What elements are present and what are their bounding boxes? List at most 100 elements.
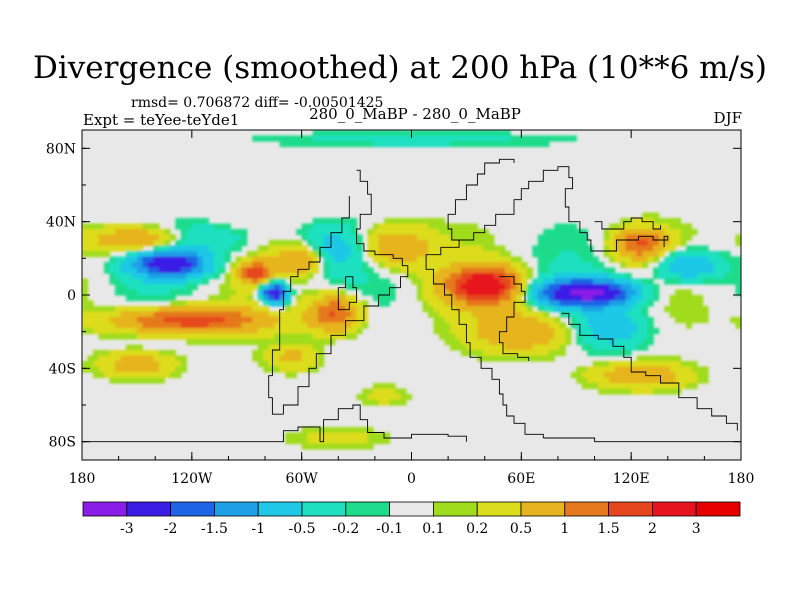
field-cell xyxy=(460,350,468,357)
field-cell xyxy=(411,278,418,285)
field-cell xyxy=(329,300,336,307)
field-cell xyxy=(400,234,407,241)
field-cell xyxy=(565,135,572,142)
field-cell xyxy=(351,317,358,324)
field-cell xyxy=(609,267,616,274)
field-cell xyxy=(356,273,363,280)
field-cell xyxy=(367,245,374,252)
field-cell xyxy=(438,229,446,236)
colorbar-swatch xyxy=(345,501,390,517)
field-cell xyxy=(389,135,396,142)
field-cell xyxy=(537,317,544,324)
field-cell xyxy=(263,339,270,346)
field-cell xyxy=(559,251,566,258)
field-cell xyxy=(647,300,654,307)
field-cell xyxy=(686,267,693,274)
field-cell xyxy=(384,284,391,291)
field-cell xyxy=(351,141,358,148)
field-cell xyxy=(252,135,259,142)
field-cell xyxy=(219,339,226,346)
field-cell xyxy=(592,267,599,274)
field-cell xyxy=(340,295,347,302)
field-cell xyxy=(587,273,594,280)
field-cell xyxy=(416,229,424,236)
field-cell xyxy=(389,388,396,395)
field-cell xyxy=(323,427,330,434)
experiment-label: Expt = teYee-teYde1 xyxy=(83,111,240,129)
field-cell xyxy=(697,372,704,379)
field-cell xyxy=(268,339,275,346)
field-cell xyxy=(598,339,605,346)
field-cell xyxy=(213,267,220,274)
field-cell xyxy=(631,256,638,263)
field-cell xyxy=(493,355,500,362)
field-cell xyxy=(334,256,341,263)
field-cell xyxy=(460,234,468,241)
field-cell xyxy=(345,278,352,285)
field-cell xyxy=(82,229,89,236)
field-cell xyxy=(466,311,473,318)
field-cell xyxy=(213,339,220,346)
field-cell xyxy=(334,317,341,324)
field-cell xyxy=(631,300,638,307)
field-cell xyxy=(460,240,468,247)
field-cell xyxy=(438,141,446,148)
field-cell xyxy=(175,223,182,230)
field-cell xyxy=(103,350,111,357)
field-cell xyxy=(131,284,138,291)
field-cell xyxy=(477,135,484,142)
field-cell xyxy=(482,273,489,280)
field-cell xyxy=(482,328,489,335)
field-cell xyxy=(598,372,605,379)
field-cell xyxy=(98,251,105,258)
field-cell xyxy=(109,234,116,241)
field-cell xyxy=(362,262,369,269)
field-cell xyxy=(598,333,605,340)
field-cell xyxy=(340,278,347,285)
field-cell xyxy=(488,245,495,252)
field-cell xyxy=(636,366,643,373)
field-cell xyxy=(631,223,638,230)
field-cell xyxy=(158,306,165,313)
field-cell xyxy=(438,135,446,142)
field-cell xyxy=(208,328,215,335)
field-cell xyxy=(202,267,209,274)
field-cell xyxy=(268,245,275,252)
field-cell xyxy=(131,361,138,368)
field-cell xyxy=(499,350,506,357)
field-cell xyxy=(208,245,215,252)
field-cell xyxy=(87,245,94,252)
colorbar-label: 0.5 xyxy=(510,521,532,537)
field-cell xyxy=(427,267,435,274)
field-cell xyxy=(449,130,457,137)
field-cell xyxy=(642,355,649,362)
field-cell xyxy=(197,300,204,307)
field-cell xyxy=(565,256,572,263)
field-cell xyxy=(285,361,292,368)
field-cell xyxy=(444,284,451,291)
field-cell xyxy=(373,432,380,439)
field-cell xyxy=(427,295,435,302)
field-cell xyxy=(235,240,242,247)
field-cell xyxy=(406,130,413,137)
field-cell xyxy=(114,311,122,318)
chart-title: Divergence (smoothed) at 200 hPa (10**6 … xyxy=(33,50,767,86)
field-cell xyxy=(598,295,605,302)
field-cell xyxy=(697,267,704,274)
field-cell xyxy=(290,339,297,346)
field-cell xyxy=(274,245,281,252)
field-cell xyxy=(114,317,122,324)
field-cell xyxy=(455,300,462,307)
field-cell xyxy=(301,141,308,148)
field-cell xyxy=(384,234,391,241)
field-cell xyxy=(384,300,391,307)
field-cell xyxy=(697,311,704,318)
field-cell xyxy=(406,394,413,401)
field-cell xyxy=(411,135,418,142)
colorbar-label: 1.5 xyxy=(597,521,619,537)
field-cell xyxy=(449,295,457,302)
field-cell xyxy=(296,322,303,329)
field-cell xyxy=(504,306,511,313)
field-cell xyxy=(186,311,193,318)
field-cell xyxy=(570,223,577,230)
